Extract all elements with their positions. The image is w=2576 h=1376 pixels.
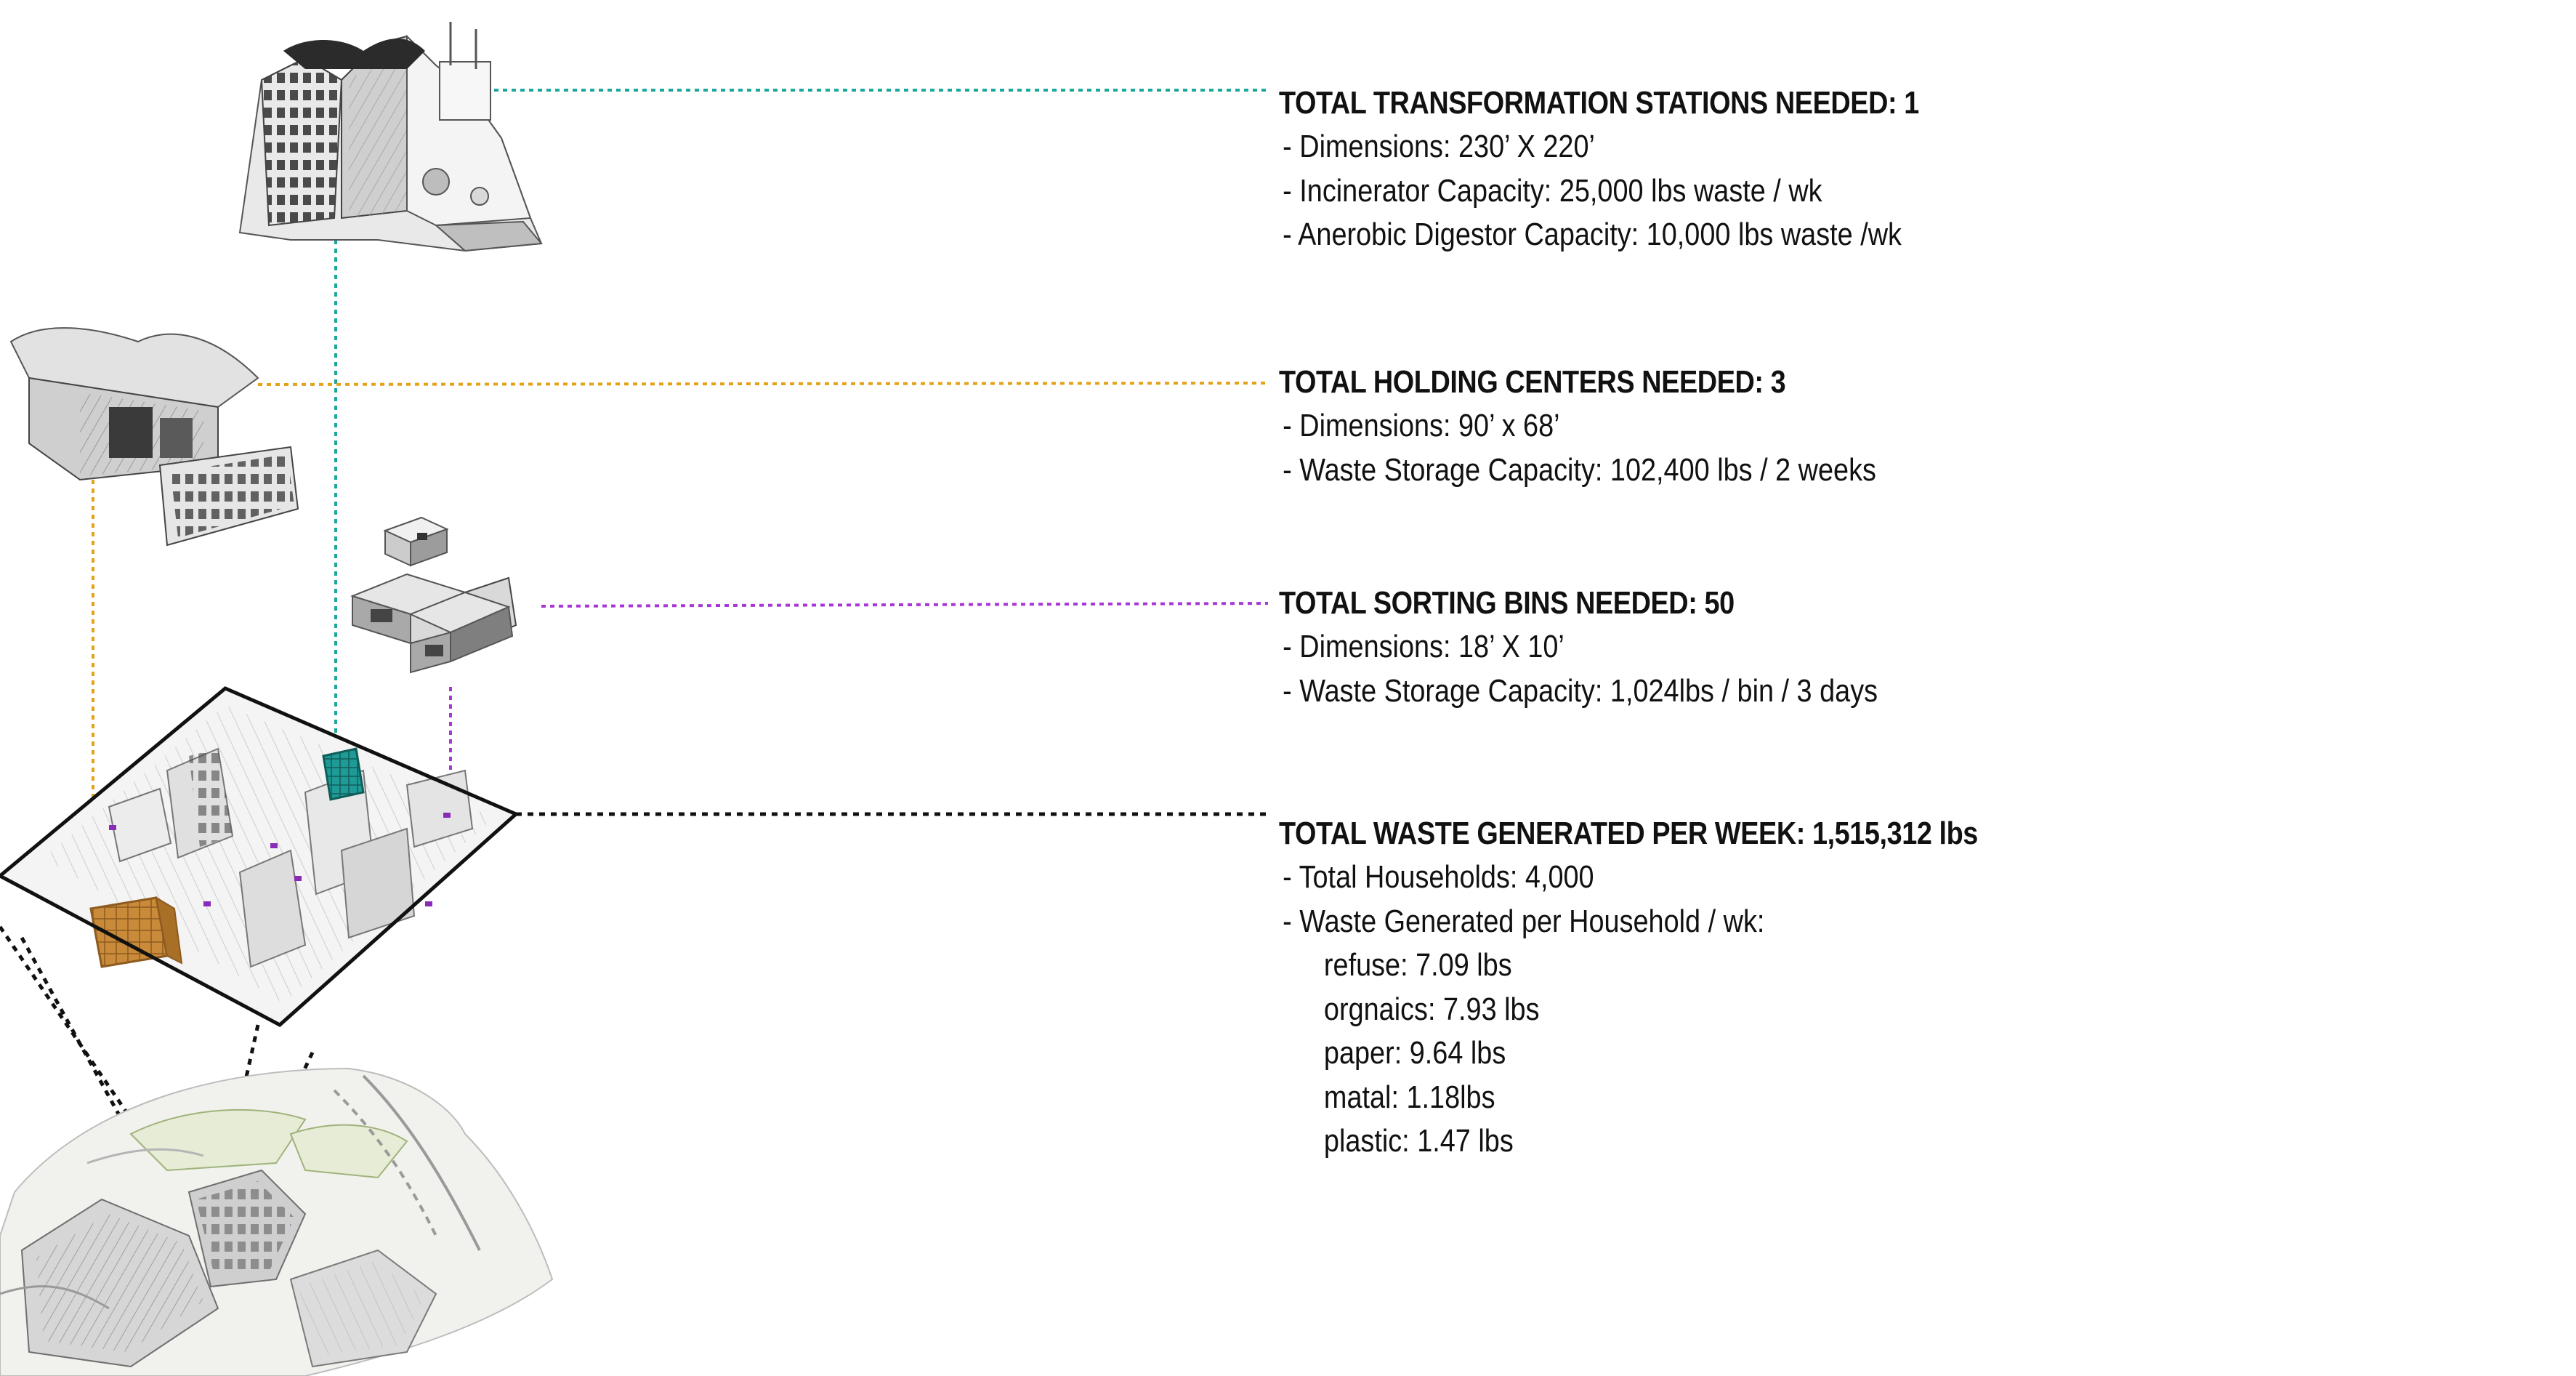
holding-storage-capacity: - Waste Storage Capacity: 102,400 lbs / … [1283, 451, 1876, 488]
site-plane [0, 686, 520, 1028]
holding-dimensions: - Dimensions: 90’ x 68’ [1283, 408, 1560, 443]
waste-breakdown-paper: paper: 9.64 lbs [1323, 1035, 1506, 1071]
transformation-station-building [238, 22, 543, 252]
holding-center-highlight [89, 896, 183, 968]
waste-generated-title: TOTAL WASTE GENERATED PER WEEK: 1,515,31… [1279, 816, 1978, 851]
sorting-leader-lines [449, 602, 1269, 813]
transformation-stations-title: TOTAL TRANSFORMATION STATIONS NEEDED: 1 [1279, 85, 1919, 121]
holding-centers-info: TOTAL HOLDING CENTERS NEEDED: 3 - Dimens… [1279, 361, 1974, 492]
sorting-bins-info: TOTAL SORTING BINS NEEDED: 50 - Dimensio… [1279, 582, 1975, 713]
sorting-bins-module [350, 516, 517, 674]
base-city-map [0, 1067, 554, 1376]
waste-breakdown-plastic: plastic: 1.47 lbs [1323, 1123, 1514, 1159]
holding-center-building [9, 327, 299, 547]
transformation-dimensions: - Dimensions: 230’ X 220’ [1283, 129, 1595, 164]
sorting-storage-capacity: - Waste Storage Capacity: 1,024lbs / bin… [1283, 672, 1878, 709]
waste-per-household-label: - Waste Generated per Household / wk: [1283, 903, 1765, 939]
transformation-leader-lines [334, 89, 1268, 752]
incinerator-capacity: - Incinerator Capacity: 25,000 lbs waste… [1283, 172, 1822, 209]
sorting-bin-markers [109, 813, 451, 906]
waste-breakdown-refuse: refuse: 7.09 lbs [1323, 947, 1512, 983]
waste-breakdown-metal: matal: 1.18lbs [1323, 1079, 1495, 1115]
sorting-dimensions: - Dimensions: 18’ X 10’ [1283, 629, 1564, 664]
transformation-stations-info: TOTAL TRANSFORMATION STATIONS NEEDED: 1 … [1279, 81, 2023, 257]
waste-breakdown-organics: orgnaics: 7.93 lbs [1323, 991, 1540, 1027]
holding-centers-title: TOTAL HOLDING CENTERS NEEDED: 3 [1279, 364, 1786, 400]
total-households: - Total Households: 4,000 [1283, 859, 1594, 895]
waste-generated-info: TOTAL WASTE GENERATED PER WEEK: 1,515,31… [1279, 812, 2092, 1164]
transformation-station-highlight [322, 747, 365, 801]
sorting-bins-title: TOTAL SORTING BINS NEEDED: 50 [1279, 585, 1735, 621]
anerobic-digestor-capacity: - Anerobic Digestor Capacity: 10,000 lbs… [1283, 217, 1902, 252]
